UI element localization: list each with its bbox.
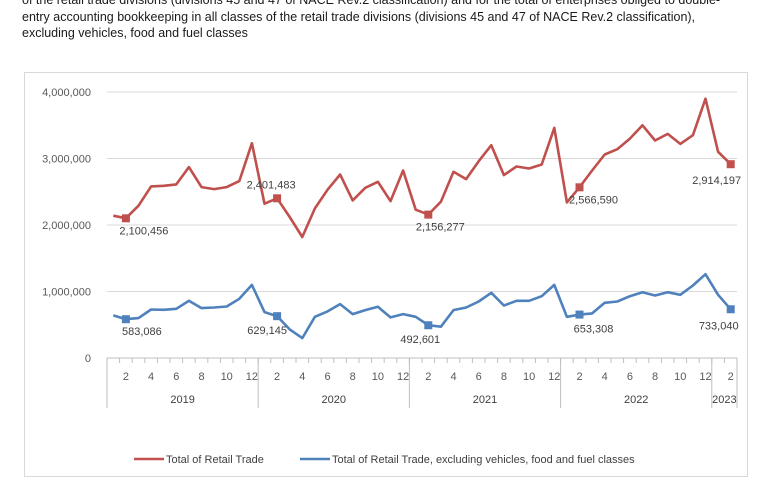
x-tick-label: 8 (350, 371, 356, 383)
year-label: 2023 (712, 394, 736, 406)
data-marker (121, 315, 130, 324)
year-label: 2022 (624, 394, 648, 406)
x-tick-label: 4 (602, 371, 608, 383)
data-marker (121, 214, 130, 223)
data-label: 733,040 (699, 320, 739, 332)
data-label: 2,156,277 (416, 222, 465, 234)
data-marker (424, 321, 433, 330)
chart-area (24, 72, 748, 477)
x-tick-label: 6 (324, 371, 330, 383)
data-marker (273, 194, 282, 203)
y-tick-label: 3,000,000 (42, 154, 91, 166)
x-tick-label: 2 (576, 371, 582, 383)
x-tick-label: 6 (627, 371, 633, 383)
x-tick-label: 8 (501, 371, 507, 383)
x-tick-label: 10 (372, 371, 384, 383)
year-label: 2019 (170, 394, 194, 406)
data-label: 583,086 (122, 326, 162, 338)
x-tick-label: 2 (728, 371, 734, 383)
caption-line-2: entry accounting bookkeeping in all clas… (22, 9, 696, 24)
data-label: 2,566,590 (569, 194, 618, 206)
data-marker (273, 312, 282, 321)
legend-label: Total of Retail Trade, excluding vehicle… (332, 454, 635, 466)
x-tick-label: 4 (450, 371, 456, 383)
y-tick-label: 1,000,000 (42, 287, 91, 299)
legend-label: Total of Retail Trade (166, 454, 264, 466)
caption-line-1: of the retail trade divisions (divisions… (22, 0, 721, 7)
data-marker (575, 310, 584, 319)
data-label: 2,401,483 (247, 179, 296, 191)
data-label: 492,601 (400, 334, 440, 346)
x-tick-label: 2 (123, 371, 129, 383)
data-label: 653,308 (574, 324, 614, 336)
x-tick-label: 8 (652, 371, 658, 383)
x-tick-label: 4 (299, 371, 305, 383)
chart-caption: of the retail trade divisions (divisions… (22, 0, 757, 42)
year-label: 2020 (322, 394, 346, 406)
x-tick-label: 12 (699, 371, 711, 383)
x-tick-label: 6 (476, 371, 482, 383)
x-tick-label: 2 (425, 371, 431, 383)
data-label: 2,914,197 (692, 175, 741, 187)
data-marker (726, 160, 735, 169)
x-tick-label: 12 (246, 371, 258, 383)
data-marker (424, 210, 433, 219)
data-marker (575, 183, 584, 192)
x-tick-label: 6 (173, 371, 179, 383)
x-tick-label: 12 (548, 371, 560, 383)
data-label: 629,145 (247, 325, 287, 337)
data-marker (726, 305, 735, 314)
y-tick-label: 0 (85, 353, 91, 365)
series-line-excluding (112, 272, 732, 340)
y-tick-label: 2,000,000 (42, 220, 91, 232)
x-tick-label: 8 (198, 371, 204, 383)
x-tick-label: 10 (221, 371, 233, 383)
x-tick-label: 4 (148, 371, 154, 383)
year-label: 2021 (473, 394, 497, 406)
x-tick-label: 12 (397, 371, 409, 383)
y-tick-label: 4,000,000 (42, 87, 91, 99)
data-label: 2,100,456 (119, 225, 168, 237)
x-tick-label: 10 (523, 371, 535, 383)
x-tick-label: 2 (274, 371, 280, 383)
caption-line-3: excluding vehicles, food and fuel classe… (22, 26, 248, 40)
x-tick-label: 10 (674, 371, 686, 383)
series-line-total (113, 97, 732, 239)
